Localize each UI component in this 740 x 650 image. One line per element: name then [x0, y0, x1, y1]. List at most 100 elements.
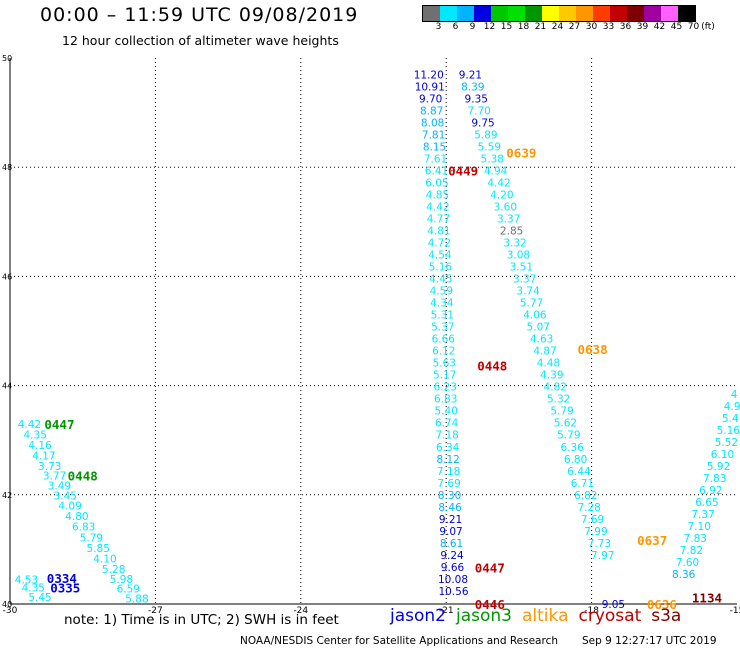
swh-value-label: 8.30 — [438, 490, 461, 502]
swh-value-label: 4.10 — [93, 554, 116, 566]
swh-value-label: 5.16 — [429, 262, 453, 274]
swh-value-label: 4.42 — [426, 202, 449, 214]
swh-value-label: 4.48 — [537, 358, 560, 370]
pass-time-label: 0636 — [647, 597, 677, 612]
swh-value-label: 3.74 — [516, 286, 540, 298]
x-tick-label: -27 — [148, 606, 163, 616]
pass-time-label: 0447 — [44, 417, 74, 432]
swh-value-label: 4.53 — [15, 574, 38, 586]
swh-value-label: 6.83 — [434, 394, 457, 406]
swh-value-label: 4.16 — [28, 440, 52, 452]
y-tick-label: 50 — [2, 54, 12, 63]
swh-value-label: 6.10 — [711, 449, 734, 461]
swh-value-label: 3.77 — [43, 471, 66, 483]
swh-value-label: 4.34 — [430, 298, 454, 310]
swh-value-label: 10.91 — [415, 81, 445, 93]
swh-value-label: 7.99 — [584, 526, 607, 538]
colorbar-swatch — [491, 6, 508, 21]
y-tick-label: 40 — [2, 600, 12, 609]
swh-value-label: 4.77 — [427, 214, 450, 226]
colorbar-label: 3 — [435, 22, 442, 32]
swh-value-label: 6.82 — [574, 490, 597, 502]
swh-value-label: 6.66 — [432, 334, 456, 346]
swh-value-label: 6.80 — [564, 454, 587, 466]
swh-value-label: 5.4 — [722, 413, 739, 425]
swh-value-label: 5.59 — [478, 141, 501, 153]
swh-value-label: 7.70 — [467, 105, 490, 117]
swh-value-label: 6.05 — [425, 177, 448, 189]
swh-value-label: 7.81 — [422, 129, 445, 141]
swh-value-label: 6.71 — [571, 478, 594, 490]
swh-value-label: 3.08 — [507, 250, 530, 262]
pass-time-label: 0639 — [506, 145, 536, 160]
swh-value-label: 6.59 — [117, 584, 140, 596]
swh-value-label: 5.16 — [717, 425, 740, 437]
pass-time-label: 0637 — [637, 533, 667, 548]
colorbar-swatch — [474, 6, 491, 21]
swh-value-label: 4.35 — [24, 430, 47, 442]
colorbar-swatch — [423, 6, 440, 21]
colorbar-swatch — [627, 6, 644, 21]
swh-value-label: 4.45 — [429, 274, 452, 286]
swh-value-label: 6.92 — [699, 485, 722, 497]
swh-value-label: 7.60 — [676, 557, 699, 569]
colorbar-label: 36 — [619, 22, 632, 32]
pass-time-label: 1134 — [692, 590, 722, 605]
legend-entry-cryosat: cryosat — [578, 606, 642, 626]
swh-value-label: 6.74 — [435, 418, 459, 430]
y-tick-label: 44 — [2, 382, 12, 391]
colorbar — [422, 5, 696, 22]
satellite-legend: jason2 jason3 altika cryosat s3a — [390, 606, 681, 626]
colorbar-label: 24 — [551, 22, 564, 32]
swh-value-label: 5.89 — [474, 129, 497, 141]
swh-value-label: 10.08 — [438, 574, 468, 586]
credit-line: NOAA/NESDIS Center for Satellite Applica… — [240, 635, 558, 647]
legend-entry-jason2: jason2 — [390, 606, 446, 626]
swh-value-label: 5.88 — [125, 594, 148, 606]
swh-value-label: 7.28 — [577, 502, 600, 514]
swh-value-label: 5.38 — [481, 153, 504, 165]
colorbar-swatch — [644, 6, 661, 21]
footer-note: note: 1) Time is in UTC; 2) SWH is in fe… — [64, 612, 339, 628]
swh-value-label: 4.39 — [540, 370, 563, 382]
swh-value-label: 8.46 — [438, 502, 462, 514]
swh-value-label: 9.35 — [465, 93, 488, 105]
swh-value-label: 8.39 — [461, 81, 484, 93]
colorbar-swatch — [576, 6, 593, 21]
swh-value-label: 6.34 — [436, 442, 460, 454]
colorbar-swatch — [440, 6, 457, 21]
swh-value-label: 4.09 — [58, 501, 81, 513]
colorbar-label: 27 — [568, 22, 581, 32]
swh-value-label: 5.32 — [547, 394, 570, 406]
pass-time-label: 0638 — [578, 342, 608, 357]
swh-value-label: 3.37 — [513, 274, 536, 286]
legend-entry-altika: altika — [522, 606, 569, 626]
pass-time-label: 0448 — [477, 358, 507, 373]
swh-value-label: 3.73 — [38, 461, 61, 473]
swh-value-label: 3.49 — [48, 481, 71, 493]
swh-value-label: 7.83 — [684, 533, 707, 545]
colorbar-label: 33 — [602, 22, 615, 32]
legend-entry-jason3: jason3 — [456, 606, 512, 626]
swh-value-label: 5.79 — [80, 532, 103, 544]
swh-value-label: 5.31 — [431, 310, 454, 322]
swh-value-label: 9.21 — [459, 69, 482, 81]
colorbar-swatch — [661, 6, 678, 21]
colorbar-label: 45 — [670, 22, 683, 32]
swh-value-label: 3.32 — [503, 238, 526, 250]
swh-value-label: 7.73 — [588, 538, 611, 550]
x-tick-label: -21 — [439, 606, 454, 616]
swh-value-label: 6.12 — [432, 346, 455, 358]
swh-value-label: 4.35 — [22, 583, 45, 595]
y-tick-label: 42 — [2, 491, 12, 500]
swh-value-label: 6.23 — [434, 382, 457, 394]
swh-value-label: 7.61 — [424, 153, 447, 165]
swh-value-label: 5.92 — [707, 461, 730, 473]
swh-value-label: 5.77 — [520, 298, 543, 310]
colorbar-label: 12 — [483, 22, 496, 32]
colorbar-label: 39 — [636, 22, 649, 32]
swh-value-label: 5.17 — [433, 370, 456, 382]
swh-value-label: 5.98 — [110, 574, 133, 586]
swh-value-label: 7.82 — [680, 545, 703, 557]
